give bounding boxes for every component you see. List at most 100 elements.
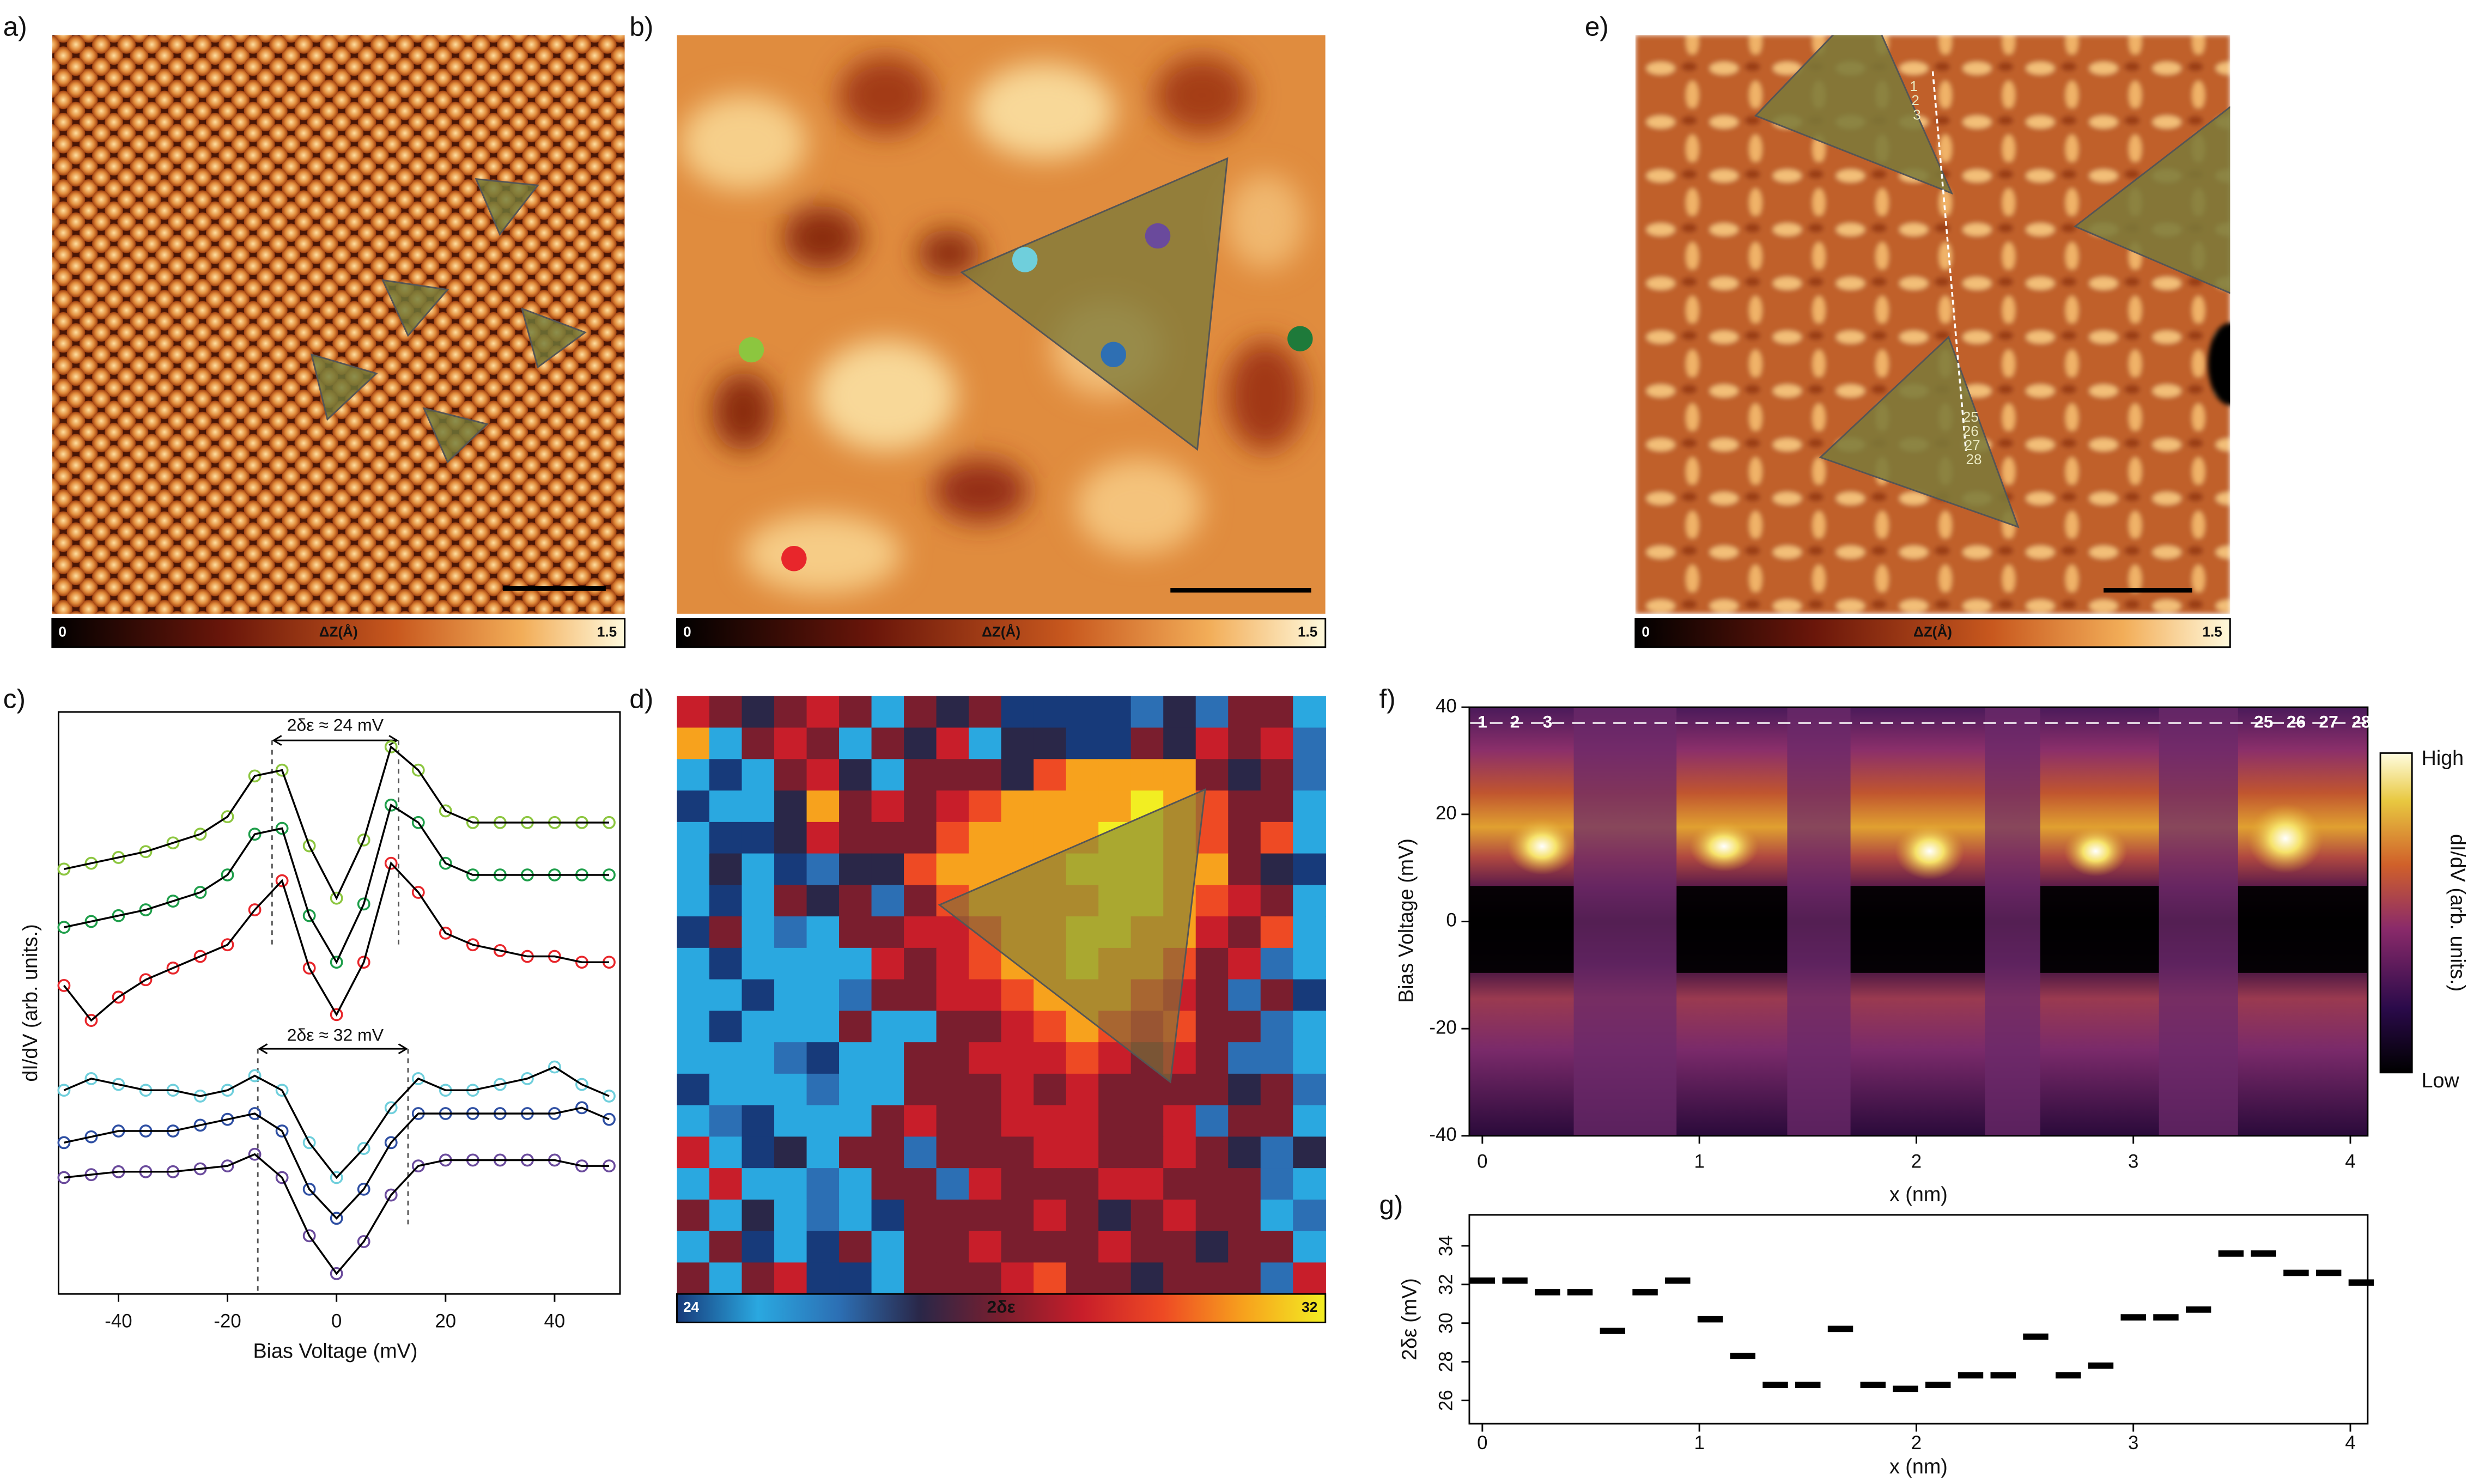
data-point [493, 1078, 507, 1091]
panel-label: c) [3, 684, 26, 714]
data-point [411, 763, 425, 777]
map-cell [904, 853, 937, 886]
column-label: 27 [2319, 712, 2338, 732]
map-cell [839, 1073, 872, 1106]
map-cell [1098, 1199, 1132, 1232]
data-point [248, 1069, 262, 1082]
map-cell [871, 727, 905, 760]
map-cell [1195, 1168, 1229, 1201]
defect [2208, 323, 2230, 405]
map-cell [1098, 1136, 1132, 1169]
data-point [57, 979, 71, 992]
colorbar-label: 2δε [987, 1297, 1016, 1317]
data-point [57, 862, 71, 876]
data-point [248, 1107, 262, 1120]
data-point [603, 1090, 616, 1103]
map-cell [677, 1011, 710, 1043]
map-cell [1228, 790, 1261, 823]
data-point [84, 856, 98, 870]
map-cell [1001, 1042, 1035, 1075]
y-tick-label: 40 [1436, 695, 1457, 716]
map-cell [741, 1199, 775, 1232]
column [1787, 707, 1851, 1136]
data-point [1860, 1382, 1886, 1389]
map-cell [1098, 1168, 1132, 1201]
data-point [302, 1136, 316, 1150]
map-cell [1293, 979, 1326, 1012]
map-cell [774, 759, 807, 792]
data-point [193, 828, 207, 841]
data-point [1502, 1277, 1528, 1284]
map-cell [1228, 1136, 1261, 1169]
map-cell [774, 1168, 807, 1201]
panel-a [52, 35, 625, 614]
map-cell [806, 1105, 840, 1138]
map-cell [1034, 1136, 1067, 1169]
data-point [411, 886, 425, 899]
colorbar-label: ΔZ(Å) [1913, 624, 1952, 640]
data-point [275, 874, 289, 887]
map-cell [1195, 916, 1229, 949]
map-cell [774, 853, 807, 886]
map-cell [1001, 1105, 1035, 1138]
map-cell [1034, 1262, 1067, 1295]
data-point [221, 868, 234, 881]
map-cell [1293, 1073, 1326, 1106]
map-cell [1163, 1231, 1196, 1263]
map-cell [904, 1199, 937, 1232]
gap-arrows [258, 735, 408, 1055]
data-point [1893, 1385, 1918, 1392]
x-tick-label: 0 [1477, 1151, 1487, 1172]
map-cell [904, 916, 937, 949]
data-point [248, 828, 262, 841]
map-cell [1260, 1011, 1294, 1043]
x-tick-label: 4 [2345, 1432, 2355, 1453]
map-cell [904, 790, 937, 823]
map-cell [1195, 853, 1229, 886]
annotation: 2δε ≈ 24 mV [287, 715, 384, 734]
map-cell [1001, 696, 1035, 728]
map-cell [1001, 1262, 1035, 1295]
colorbar [1634, 618, 2231, 648]
data-point [384, 798, 398, 812]
map-cell [806, 979, 840, 1012]
x-tick-label: 1 [1694, 1151, 1704, 1172]
map-cell [806, 1168, 840, 1201]
map-cell [936, 822, 970, 854]
panel-e [1635, 35, 2230, 614]
map-cell [871, 759, 905, 792]
map-cell [969, 727, 1002, 760]
colorbar-label: dI/dV (arb. units.) [2446, 834, 2469, 992]
map-cell [774, 1136, 807, 1169]
map-cell [936, 696, 970, 728]
map-cell [1034, 1168, 1067, 1201]
map-cell [1130, 727, 1164, 760]
map-cell [806, 696, 840, 728]
map-cell [871, 885, 905, 917]
data-point [2218, 1250, 2244, 1257]
data-point [1535, 1289, 1560, 1296]
map-cell [904, 979, 937, 1012]
data-point [493, 944, 507, 957]
colorbar [51, 618, 626, 648]
map-cell [1260, 947, 1294, 980]
triangle [2073, 106, 2230, 294]
data-point [357, 1235, 370, 1248]
data-point [1925, 1382, 1951, 1389]
map-cell [1098, 727, 1132, 760]
map-cell [1098, 1105, 1132, 1138]
x-tick-label: 20 [435, 1311, 456, 1332]
data-point [466, 938, 479, 952]
map-cell [806, 822, 840, 854]
map-cell [936, 727, 970, 760]
data-point [2023, 1333, 2049, 1340]
map-cell [774, 790, 807, 823]
map-cell [741, 853, 775, 886]
data-point [57, 1084, 71, 1097]
data-point [2120, 1314, 2146, 1321]
map-cell [1293, 790, 1326, 823]
data-point [221, 1112, 234, 1126]
data-point [57, 921, 71, 934]
y-tick-label: 20 [1436, 802, 1457, 824]
